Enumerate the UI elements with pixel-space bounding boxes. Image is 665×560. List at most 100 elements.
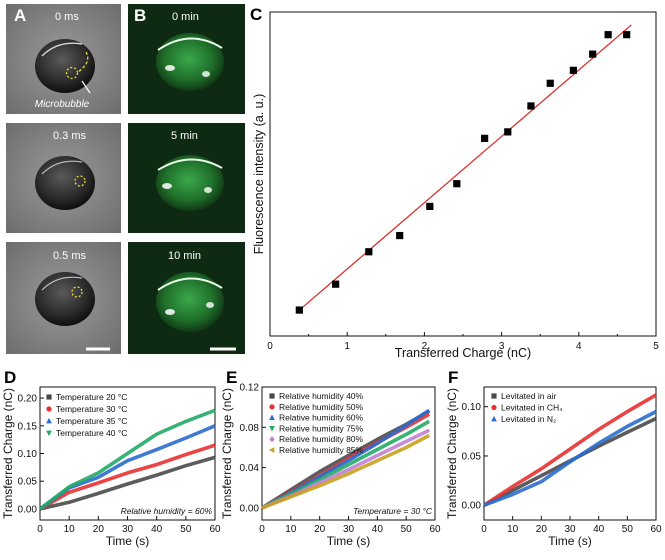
x-tick-label: 30	[564, 524, 576, 535]
legend-marker	[491, 404, 497, 411]
x-tick-label: 0	[481, 524, 487, 535]
series-line	[483, 410, 657, 507]
x-tick-label: 10	[285, 524, 297, 535]
panel-a-frame-2: 0.5 ms	[6, 242, 121, 354]
annotation-pointer	[81, 80, 91, 94]
panel-a: 0 ms Microbubble 0.3 ms 0.5 ms A	[6, 4, 121, 354]
data-point	[504, 128, 512, 136]
x-tick-label: 4	[576, 341, 582, 352]
x-axis-title: Transferred Charge (nC)	[395, 346, 531, 360]
legend-marker	[46, 406, 52, 412]
legend-label: Relative humidity 75%	[279, 423, 364, 433]
x-tick-label: 40	[151, 524, 163, 535]
y-tick-label: 0.05	[462, 451, 482, 462]
series-line	[39, 443, 216, 511]
panel-a-frame-0: 0 ms Microbubble	[6, 4, 121, 114]
chart-f: 0 10 20 30 40 50 60 0.00 0.05 0.10 Levitated in ai…	[445, 386, 662, 548]
x-tick-label: 0	[37, 524, 43, 535]
panel-b-frame-0: 0 min	[128, 4, 245, 114]
x-tick-label: 60	[209, 524, 221, 535]
y-tick-label: 0.20	[18, 394, 38, 405]
legend-label: Levitated in air	[501, 391, 556, 401]
panel-label-a: A	[14, 6, 26, 25]
legend-marker	[491, 415, 497, 422]
y-tick-label: 0.00	[462, 501, 482, 512]
x-tick-label: 50	[401, 524, 413, 535]
chart-c: 0 1 2 3 4 5 Transferred Charge (nC) Fluorescenc…	[252, 11, 659, 360]
panel-label-c: C	[250, 5, 262, 24]
x-tick-label: 1	[344, 341, 350, 352]
x-axis-title: Time (s)	[106, 534, 150, 548]
y-tick-label: 0.00	[240, 503, 260, 514]
data-point	[527, 102, 535, 110]
x-tick-label: 20	[536, 524, 548, 535]
legend-label: Temperature 40 °C	[56, 428, 127, 438]
x-tick-label: 20	[314, 524, 326, 535]
legend-marker	[269, 404, 275, 410]
panel-label-f: F	[448, 368, 458, 387]
data-point	[546, 79, 554, 87]
y-tick-label: 0.08	[240, 423, 260, 434]
microbubble-circle	[65, 66, 79, 80]
microbubble-circle	[74, 175, 86, 187]
legend-marker	[46, 430, 52, 437]
x-tick-label: 10	[64, 524, 76, 535]
microbubble-circle	[71, 286, 83, 298]
legend-marker	[269, 426, 275, 432]
plot-frame	[269, 11, 657, 337]
y-tick-label: 0.00	[18, 504, 38, 515]
x-tick-label: 0	[267, 341, 273, 352]
y-axis-title: Transferred Charge (nC)	[1, 388, 15, 519]
frame-time: 0 min	[172, 11, 199, 23]
y-tick-label: 0.15	[18, 421, 38, 432]
panel-label-b: B	[134, 6, 146, 25]
x-tick-label: 2	[422, 341, 428, 352]
panel-a-frame-1: 0.3 ms	[6, 123, 121, 233]
legend-label: Relative humidity 85%	[279, 445, 364, 455]
droplet	[35, 156, 95, 210]
data-point	[481, 134, 489, 142]
x-axis-title: Time (s)	[327, 534, 371, 548]
legend-marker	[46, 394, 52, 400]
legend-marker	[491, 393, 497, 399]
y-axis-title: Transferred Charge (nC)	[220, 388, 234, 519]
data-point	[623, 31, 631, 39]
droplet	[156, 155, 224, 211]
x-tick-label: 40	[372, 524, 384, 535]
frame-time: 0 ms	[55, 11, 79, 23]
frame-time: 5 min	[171, 130, 198, 142]
series-line	[261, 433, 431, 510]
droplet	[35, 39, 95, 93]
series-line	[38, 408, 216, 511]
microbubble-label: Microbubble	[35, 99, 90, 110]
legend-label: Temperature 30 °C	[56, 404, 127, 414]
panel-label-e: E	[226, 368, 237, 387]
data-point	[365, 248, 373, 256]
legend-marker	[269, 393, 275, 399]
y-tick-label: 0.10	[462, 402, 482, 413]
data-point	[569, 66, 577, 74]
legend-label: Levitated in CH₄	[501, 403, 563, 413]
y-tick-label: 0.10	[18, 449, 38, 460]
y-tick-label: 0.12	[240, 383, 260, 394]
fit-line	[298, 24, 632, 311]
series-line	[483, 393, 657, 507]
chart-d: 0 10 20 30 40 50 60 0.00 0.05 0.10 0.15 0.20 Tempera…	[1, 386, 221, 548]
panel-b-frame-1: 5 min	[128, 123, 245, 233]
x-tick-label: 30	[343, 524, 355, 535]
panel-b-frame-2: 10 min	[128, 242, 245, 354]
droplet	[156, 33, 224, 91]
trajectory-arrow	[77, 51, 89, 73]
x-tick-label: 50	[180, 524, 192, 535]
x-tick-label: 3	[499, 341, 505, 352]
legend-marker	[269, 436, 275, 443]
x-tick-label: 60	[650, 524, 662, 535]
y-tick-label: 0.05	[18, 477, 38, 488]
x-tick-label: 40	[593, 524, 605, 535]
droplet	[156, 272, 224, 332]
x-tick-label: 50	[622, 524, 634, 535]
legend-marker	[269, 414, 275, 420]
data-point	[589, 50, 597, 58]
x-tick-label: 60	[429, 524, 441, 535]
